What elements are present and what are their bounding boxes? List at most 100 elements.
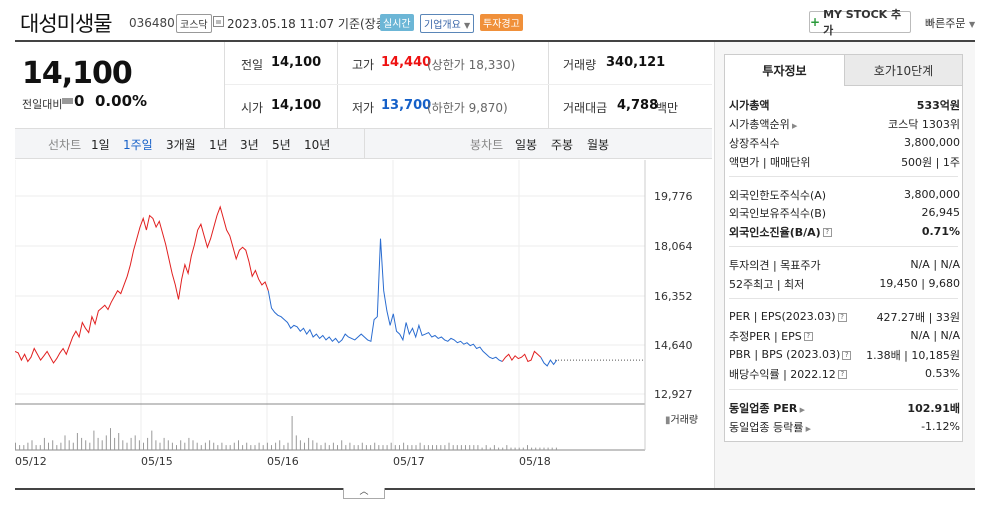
investment-warning-tag[interactable]: 투자경고 (480, 14, 523, 31)
company-overview-tag[interactable]: 기업개요 ▼ (420, 14, 475, 33)
period-1d[interactable]: 1일 (91, 138, 110, 152)
volume-bar (246, 442, 248, 450)
volume-bar (233, 442, 235, 450)
info-key: PER | EPS(2023.03) (729, 310, 836, 323)
volume-bar (93, 430, 95, 450)
info-row: 52주최고 | 최저 19,450 | 9,680 (729, 275, 960, 292)
volume-bar (15, 442, 16, 450)
help-icon[interactable]: ? (822, 228, 832, 237)
volume-bar (308, 437, 310, 450)
volume-bar (353, 445, 355, 450)
divider (729, 298, 958, 299)
volume-bar (31, 440, 33, 450)
help-icon[interactable]: ? (837, 312, 847, 322)
volume-bar (427, 445, 429, 450)
period-10y[interactable]: 10년 (304, 138, 331, 152)
add-mystock-button[interactable]: + MY STOCK 추가 (809, 8, 911, 37)
volume-bar (555, 447, 557, 450)
volume-bar (456, 445, 458, 450)
volume-bar (547, 447, 549, 450)
volume-bar (374, 442, 376, 450)
y-tick: 12,927 (654, 388, 693, 401)
volume-bar (151, 430, 153, 450)
volume-bar (527, 445, 528, 450)
info-key: 투자의견 | 목표주가 (729, 258, 821, 272)
volume-bar (85, 440, 87, 450)
volume-bar (184, 442, 186, 450)
price-line-segment-1 (267, 238, 503, 362)
volume-bar (415, 445, 417, 450)
chevron-right-icon[interactable]: ▶ (789, 121, 798, 130)
volume-bar (477, 445, 479, 450)
volume-bar (320, 445, 322, 450)
volume-bar (436, 445, 438, 450)
high-label: 고가 (352, 58, 375, 72)
volume-label: 거래량 (563, 58, 597, 72)
amount-value: 4,788 (617, 98, 659, 113)
upper-limit: (상한가 18,330) (427, 58, 516, 72)
period-3y[interactable]: 3년 (240, 138, 259, 152)
candle-monthly[interactable]: 월봉 (587, 138, 610, 152)
info-row: 배당수익률 | 2022.12? 0.53% (729, 365, 960, 382)
company-name: 대성미생물 (20, 12, 113, 36)
candle-daily[interactable]: 일봉 (515, 138, 538, 152)
help-icon[interactable]: ? (803, 332, 813, 341)
info-value: 0.53% (925, 367, 960, 380)
info-value: 코스닥 1303위 (888, 117, 960, 131)
volume-bar (357, 445, 359, 450)
info-value: 3,800,000 (904, 136, 960, 149)
info-row: 상장주식수 3,800,000 (729, 134, 960, 151)
info-key: 상장주식수 (729, 136, 780, 150)
volume-bar (68, 440, 70, 450)
info-value: 102.91배 (907, 401, 960, 415)
info-value: 19,450 | 9,680 (879, 277, 960, 290)
open-value: 14,100 (271, 98, 322, 113)
chevron-down-icon: ▼ (968, 20, 976, 29)
period-1w[interactable]: 1주일 (123, 138, 153, 152)
candle-weekly[interactable]: 주봉 (551, 138, 574, 152)
volume-bar (407, 445, 409, 450)
period-3m[interactable]: 3개월 (166, 138, 196, 152)
volume-bar (23, 445, 25, 450)
chevron-right-icon[interactable]: ▶ (797, 405, 805, 414)
info-value: -1.12% (921, 420, 960, 433)
realtime-tag[interactable]: 실시간 (380, 14, 414, 31)
volume-bar (262, 445, 264, 450)
volume-bar (382, 445, 384, 450)
chevron-right-icon[interactable]: ▶ (803, 424, 811, 433)
flat-icon (62, 98, 73, 104)
volume-bar (122, 440, 124, 450)
lower-limit: (하한가 9,870) (427, 101, 508, 115)
volume-bar (35, 445, 37, 450)
volume-bar (502, 447, 504, 450)
volume-bar (279, 440, 281, 450)
price-line-segment-2 (501, 350, 542, 363)
tab-invest-info[interactable]: 투자정보 (724, 54, 845, 86)
period-1y[interactable]: 1년 (209, 138, 228, 152)
volume-bar (163, 437, 165, 450)
line-chart-label: 선차트 (48, 138, 82, 152)
volume-bar (539, 447, 541, 450)
volume-value: 340,121 (606, 55, 666, 70)
tab-quote-10[interactable]: 호가10단계 (844, 54, 963, 86)
quick-order-button[interactable]: 빠른주문 ▼ (925, 17, 976, 30)
divider (548, 42, 549, 128)
info-table (724, 86, 963, 442)
volume-bar (110, 428, 111, 450)
info-row: 시가총액순위 ▶ 코스닥 1303위 (729, 115, 960, 132)
volume-bar (266, 442, 268, 450)
price-chart[interactable] (15, 160, 712, 470)
volume-bar (213, 442, 215, 450)
volume-bar (328, 445, 330, 450)
volume-bar (365, 445, 367, 450)
volume-bar (275, 442, 277, 450)
help-icon[interactable]: ? (837, 370, 847, 379)
collapse-toggle[interactable]: ︿ (343, 488, 385, 499)
period-5y[interactable]: 5년 (272, 138, 291, 152)
info-row: 투자의견 | 목표주가 N/A | N/A (729, 256, 960, 273)
low-value: 13,700 (381, 98, 432, 113)
volume-bar (52, 440, 54, 450)
help-icon[interactable]: ? (842, 350, 852, 360)
info-value: N/A | N/A (910, 329, 960, 342)
chevron-up-icon: ︿ (359, 487, 369, 497)
